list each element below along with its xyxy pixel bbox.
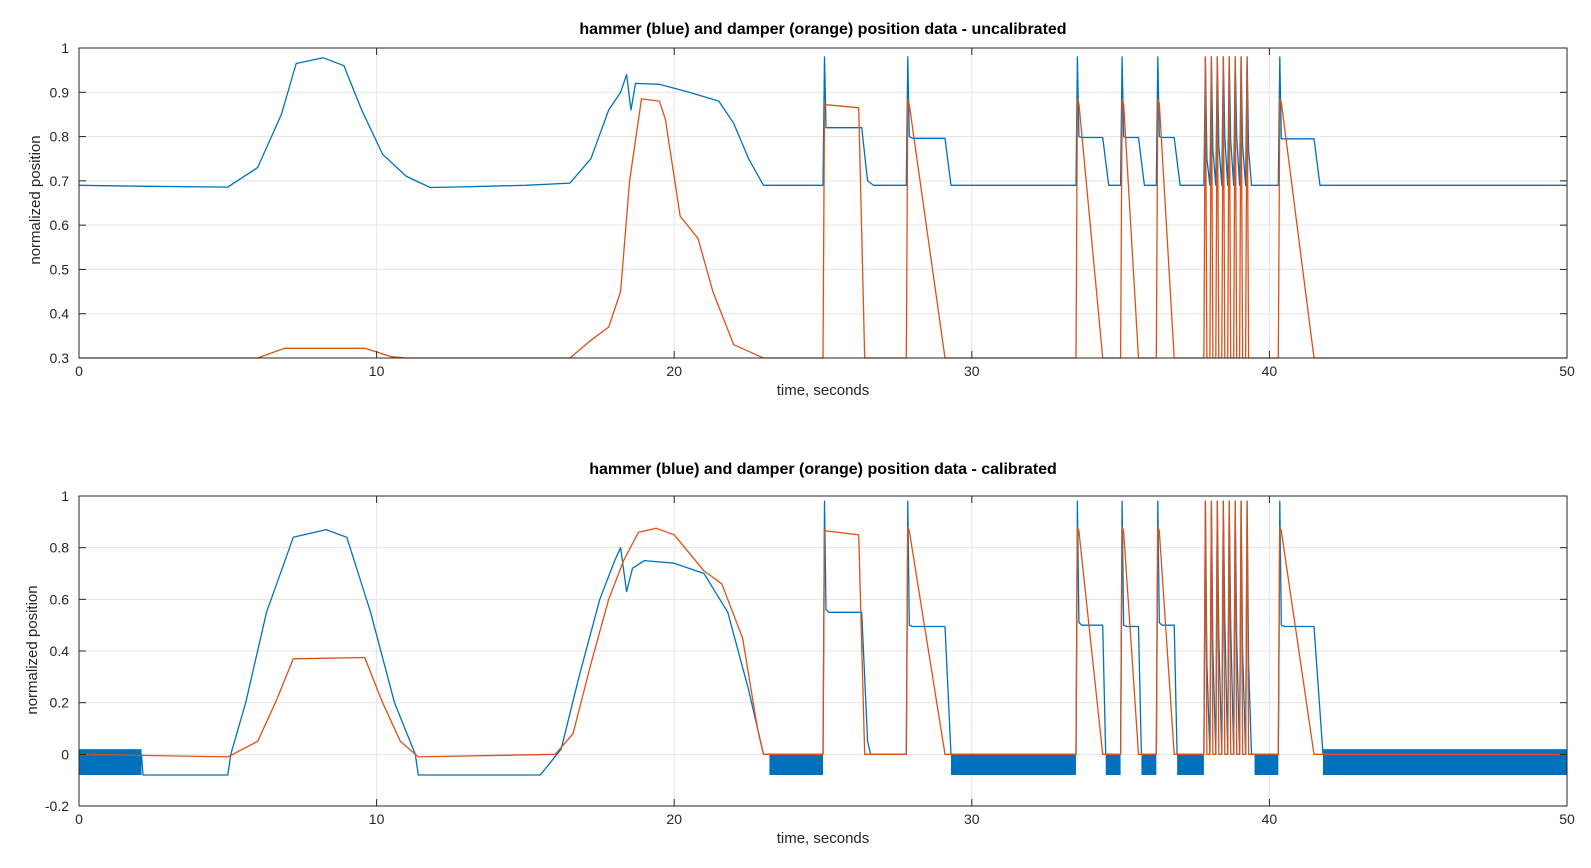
x-tick-label: 30 [964, 363, 980, 379]
noise-band [1105, 754, 1121, 775]
noise-band [1254, 754, 1279, 775]
top-chart: hammer (blue) and damper (orange) positi… [27, 21, 1575, 399]
damper-series-line [79, 56, 1567, 359]
noise-band [1177, 754, 1204, 775]
bottom-chart-title: hammer (blue) and damper (orange) positi… [589, 461, 1057, 478]
bottom-chart-series [78, 500, 1567, 776]
y-tick-label: 0.6 [50, 591, 70, 607]
noise-band [1322, 749, 1567, 775]
top-chart-title: hammer (blue) and damper (orange) positi… [579, 21, 1066, 38]
y-tick-label: 1 [61, 488, 69, 504]
y-tick-label: 0.5 [50, 261, 70, 277]
x-tick-label: 10 [369, 811, 385, 827]
y-tick-label: -0.2 [45, 798, 69, 814]
y-tick-label: 0 [61, 746, 69, 762]
y-tick-label: 0.8 [50, 540, 70, 556]
y-tick-label: 0.2 [50, 695, 70, 711]
noise-band [79, 749, 142, 775]
y-tick-label: 0.7 [50, 173, 70, 189]
x-tick-label: 50 [1559, 363, 1575, 379]
top-chart-ticks: 0 10 20 30 40 50 0.3 0.4 0.5 0.6 0.7 0.8 0.9 1 [50, 40, 1575, 379]
x-tick-label: 30 [964, 811, 980, 827]
y-tick-label: 0.6 [50, 217, 70, 233]
x-tick-label: 40 [1262, 363, 1278, 379]
top-chart-xlabel: time, seconds [777, 382, 870, 399]
x-tick-label: 40 [1262, 811, 1278, 827]
top-chart-series [78, 56, 1567, 359]
top-chart-ylabel: normalized position [27, 135, 44, 264]
y-tick-label: 0.4 [50, 306, 70, 322]
y-tick-label: 0.4 [50, 643, 70, 659]
damper-series-line [78, 500, 1567, 758]
y-tick-label: 1 [61, 40, 69, 56]
bottom-chart-ticks: 0 10 20 30 40 50 -0.2 0 0.2 0.4 0.6 0.8 1 [45, 488, 1575, 827]
x-tick-label: 0 [75, 811, 83, 827]
x-tick-label: 20 [666, 811, 682, 827]
bottom-chart-ylabel: normalized position [24, 585, 41, 714]
hammer-series-line [78, 56, 1567, 189]
bottom-chart-xlabel: time, seconds [777, 830, 870, 847]
y-tick-label: 0.3 [50, 350, 70, 366]
x-tick-label: 0 [75, 363, 83, 379]
bottom-chart: hammer (blue) and damper (orange) positi… [24, 461, 1575, 847]
y-tick-label: 0.9 [50, 84, 70, 100]
top-chart-axes-frame [78, 47, 1568, 359]
noise-band [769, 754, 823, 775]
y-tick-label: 0.8 [50, 129, 70, 145]
x-tick-label: 10 [369, 363, 385, 379]
bottom-chart-noise-bands [79, 749, 1567, 775]
x-tick-label: 20 [666, 363, 682, 379]
x-tick-label: 50 [1559, 811, 1575, 827]
noise-band [1141, 754, 1157, 775]
noise-band [950, 754, 1076, 775]
